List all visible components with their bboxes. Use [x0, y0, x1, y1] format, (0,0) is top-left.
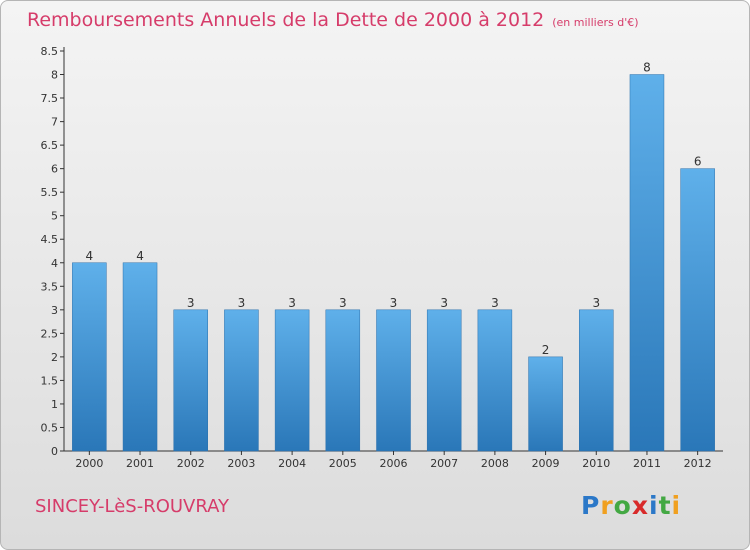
y-tick-label: 2 — [51, 351, 58, 364]
x-tick-label: 2006 — [380, 457, 408, 470]
x-tick-label: 2007 — [430, 457, 458, 470]
y-tick-label: 5.5 — [41, 186, 59, 199]
bar — [426, 309, 462, 452]
bar — [528, 356, 563, 452]
bar-value-label: 3 — [288, 296, 296, 310]
bar — [629, 74, 665, 452]
y-tick-label: 0.5 — [41, 421, 59, 434]
y-tick-label: 6.5 — [41, 139, 59, 152]
x-tick-label: 2009 — [532, 457, 560, 470]
logo-letter: t — [658, 491, 672, 520]
y-tick-label: 2.5 — [41, 327, 59, 340]
logo-letter: i — [649, 491, 659, 520]
bar — [376, 309, 411, 452]
bar — [122, 262, 158, 452]
bar-value-label: 6 — [694, 155, 702, 169]
y-tick-label: 4.5 — [41, 233, 59, 246]
bar-value-label: 3 — [440, 296, 448, 310]
place-name: SINCEY-LèS-ROUVRAY — [35, 496, 230, 517]
y-tick-label: 0 — [51, 445, 58, 458]
logo-letter: P — [581, 491, 601, 520]
x-tick-label: 2001 — [126, 457, 154, 470]
x-tick-label: 2012 — [684, 457, 712, 470]
x-tick-label: 2011 — [633, 457, 661, 470]
y-tick-label: 1.5 — [41, 374, 59, 387]
x-tick-label: 2008 — [481, 457, 509, 470]
logo-letter: r — [600, 491, 614, 520]
bar — [72, 262, 107, 452]
x-tick-label: 2004 — [278, 457, 306, 470]
bar-value-label: 3 — [238, 296, 246, 310]
y-tick-label: 6 — [51, 163, 58, 176]
bar — [224, 309, 259, 452]
y-tick-label: 4 — [51, 257, 58, 270]
unit-label: (en milliers d'€) — [552, 16, 639, 29]
bar-value-label: 3 — [339, 296, 347, 310]
bar-value-label: 8 — [643, 61, 651, 75]
y-tick-label: 7.5 — [41, 92, 59, 105]
bar — [579, 309, 614, 452]
x-tick-label: 2003 — [227, 457, 255, 470]
bar-value-label: 4 — [86, 249, 94, 263]
logo-letter: i — [671, 491, 682, 520]
y-tick-label: 3 — [51, 304, 58, 317]
bar-value-label: 3 — [491, 296, 499, 310]
bar — [680, 168, 715, 452]
bar-value-label: 4 — [136, 249, 144, 263]
bar — [325, 309, 361, 452]
bar-value-label: 2 — [542, 343, 550, 357]
logo-letter: x — [631, 491, 649, 520]
bar — [274, 309, 310, 452]
proxiti-logo: Proxiti — [581, 491, 681, 520]
bar-value-label: 3 — [390, 296, 398, 310]
bar-value-label: 3 — [187, 296, 195, 310]
bar — [477, 309, 513, 452]
title-text: Remboursements Annuels de la Dette de 20… — [27, 9, 545, 31]
y-tick-label: 1 — [51, 398, 58, 411]
y-tick-label: 3.5 — [41, 280, 59, 293]
x-tick-label: 2005 — [329, 457, 357, 470]
x-tick-label: 2002 — [177, 457, 205, 470]
chart-title: Remboursements Annuels de la Dette de 20… — [27, 9, 639, 31]
bar — [173, 309, 208, 452]
logo-letter: o — [613, 491, 632, 520]
y-tick-label: 8 — [51, 69, 58, 82]
y-tick-label: 7 — [51, 116, 58, 129]
x-tick-label: 2010 — [582, 457, 610, 470]
x-tick-label: 2000 — [75, 457, 103, 470]
bar-value-label: 3 — [592, 296, 600, 310]
y-tick-label: 5 — [51, 210, 58, 223]
y-tick-label: 8.5 — [41, 45, 59, 58]
